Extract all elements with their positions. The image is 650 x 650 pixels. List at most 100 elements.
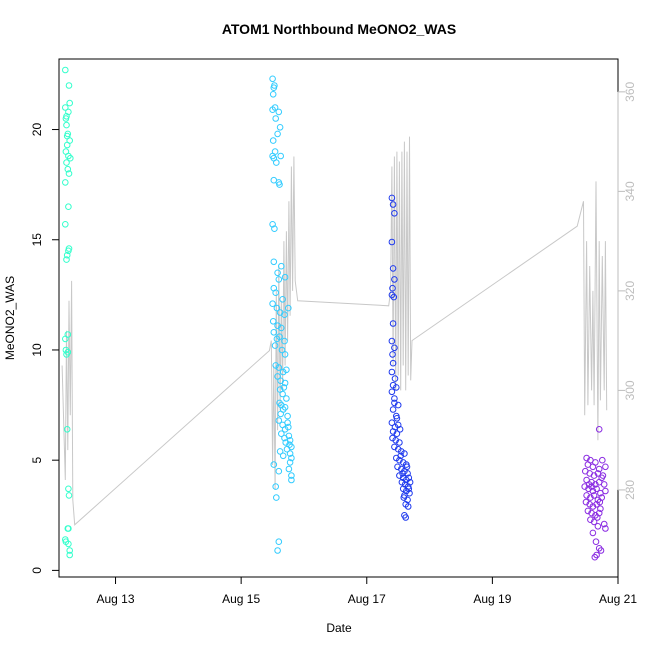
y2-series-line <box>61 136 608 526</box>
data-point <box>63 256 70 263</box>
data-point <box>65 245 73 252</box>
data-point <box>66 551 73 559</box>
data-point <box>275 364 283 371</box>
data-point <box>599 456 606 464</box>
x-tick-label: Aug 19 <box>473 592 511 606</box>
data-point <box>280 384 288 391</box>
data-point <box>281 273 289 281</box>
data-point <box>67 154 74 162</box>
data-point <box>65 540 72 548</box>
data-point <box>389 265 397 272</box>
data-point <box>388 337 396 345</box>
x-tick-label: Aug 17 <box>348 592 386 606</box>
data-point <box>596 498 604 506</box>
data-point <box>595 426 603 433</box>
data-point <box>63 426 71 433</box>
data-point <box>277 410 285 418</box>
x-tick-label: Aug 13 <box>97 592 135 606</box>
y2-line-layer <box>61 136 608 526</box>
data-point <box>272 115 280 122</box>
data-point <box>389 284 396 292</box>
data-point <box>388 238 396 246</box>
data-point <box>272 483 280 490</box>
data-point <box>597 505 604 513</box>
data-point <box>278 430 285 438</box>
data-point <box>283 395 290 402</box>
data-point <box>389 359 397 367</box>
data-point <box>389 320 397 327</box>
data-point <box>62 221 69 228</box>
series-1 <box>62 66 74 559</box>
data-point <box>599 472 607 479</box>
data-point <box>594 514 601 521</box>
data-point <box>590 518 598 526</box>
data-point <box>388 368 396 376</box>
data-point <box>288 476 295 484</box>
data-point <box>388 194 396 202</box>
data-point <box>403 463 411 471</box>
data-point <box>65 170 73 177</box>
data-point <box>400 494 408 501</box>
data-point <box>589 529 597 537</box>
data-point <box>281 337 288 345</box>
data-point <box>269 318 277 325</box>
y2-tick-label: 320 <box>623 281 637 301</box>
y-tick-label: 20 <box>30 123 44 137</box>
data-point <box>274 373 281 380</box>
data-point <box>273 494 280 501</box>
data-point <box>278 324 285 332</box>
data-point <box>404 470 411 477</box>
data-point <box>276 448 284 455</box>
data-point <box>285 304 292 312</box>
data-point <box>285 423 292 431</box>
y-tick-label: 0 <box>30 567 44 574</box>
data-point <box>388 388 396 396</box>
data-point <box>278 262 285 270</box>
data-point <box>63 159 70 166</box>
data-point <box>406 478 414 486</box>
data-point <box>63 132 71 140</box>
data-point <box>405 485 413 493</box>
data-point <box>600 481 608 488</box>
data-point <box>271 342 279 349</box>
data-point <box>284 412 291 420</box>
plot-frame <box>58 58 619 578</box>
data-point <box>278 346 286 354</box>
chart-title: ATOM1 Northbound MeONO2_WAS <box>222 21 456 37</box>
data-point <box>275 538 283 546</box>
data-point <box>281 311 288 319</box>
y2-tick-label: 340 <box>623 181 637 201</box>
data-point <box>273 304 281 312</box>
data-point <box>64 348 72 356</box>
x-axis-label: Date <box>326 621 352 635</box>
data-point <box>288 472 295 479</box>
data-point <box>270 461 278 468</box>
data-point <box>281 379 289 387</box>
data-point <box>602 525 609 532</box>
data-point <box>269 91 277 98</box>
data-point <box>62 104 69 111</box>
data-point <box>281 404 289 411</box>
data-point <box>65 203 72 210</box>
data-point <box>585 481 593 488</box>
data-point <box>65 492 73 499</box>
data-point <box>405 474 413 482</box>
x-tick-label: Aug 21 <box>599 592 637 606</box>
data-point <box>66 99 73 107</box>
data-point <box>285 432 293 440</box>
data-point <box>269 221 276 228</box>
data-point <box>288 454 295 462</box>
data-point <box>269 106 276 113</box>
data-point <box>276 124 284 131</box>
data-point <box>62 179 69 186</box>
data-point <box>402 514 410 521</box>
data-point <box>281 351 289 358</box>
data-point <box>279 296 286 303</box>
data-point <box>65 108 72 116</box>
x-tick-label: Aug 15 <box>222 592 260 606</box>
data-point <box>391 395 398 402</box>
data-point <box>396 426 404 433</box>
data-point <box>286 450 294 457</box>
y2-tick-label: 360 <box>623 82 637 102</box>
